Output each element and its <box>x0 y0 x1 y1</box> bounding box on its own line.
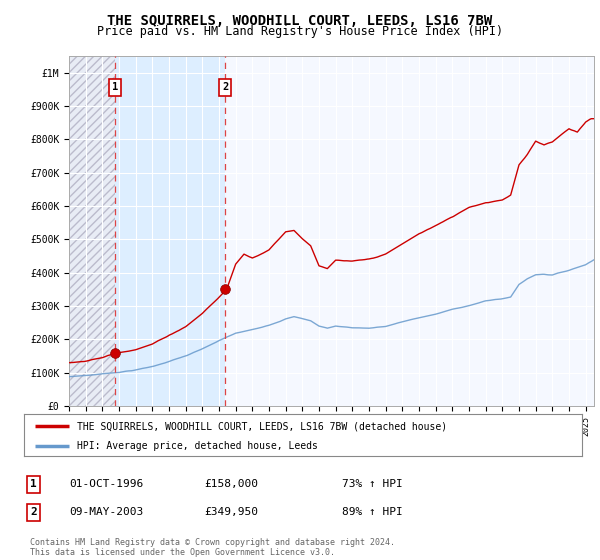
Bar <box>115 56 225 406</box>
Text: THE SQUIRRELS, WOODHILL COURT, LEEDS, LS16 7BW (detached house): THE SQUIRRELS, WOODHILL COURT, LEEDS, LS… <box>77 421 447 431</box>
Text: 2: 2 <box>222 82 228 92</box>
Text: Contains HM Land Registry data © Crown copyright and database right 2024.
This d: Contains HM Land Registry data © Crown c… <box>30 538 395 557</box>
Text: £158,000: £158,000 <box>204 479 258 489</box>
Text: 1: 1 <box>112 82 118 92</box>
Text: Price paid vs. HM Land Registry's House Price Index (HPI): Price paid vs. HM Land Registry's House … <box>97 25 503 38</box>
Text: 73% ↑ HPI: 73% ↑ HPI <box>342 479 403 489</box>
Text: £349,950: £349,950 <box>204 507 258 517</box>
Text: 2: 2 <box>30 507 37 517</box>
Bar <box>69 56 115 406</box>
Text: THE SQUIRRELS, WOODHILL COURT, LEEDS, LS16 7BW: THE SQUIRRELS, WOODHILL COURT, LEEDS, LS… <box>107 14 493 28</box>
Text: 01-OCT-1996: 01-OCT-1996 <box>69 479 143 489</box>
Text: HPI: Average price, detached house, Leeds: HPI: Average price, detached house, Leed… <box>77 441 318 451</box>
Text: 1: 1 <box>30 479 37 489</box>
Text: 89% ↑ HPI: 89% ↑ HPI <box>342 507 403 517</box>
Text: 09-MAY-2003: 09-MAY-2003 <box>69 507 143 517</box>
